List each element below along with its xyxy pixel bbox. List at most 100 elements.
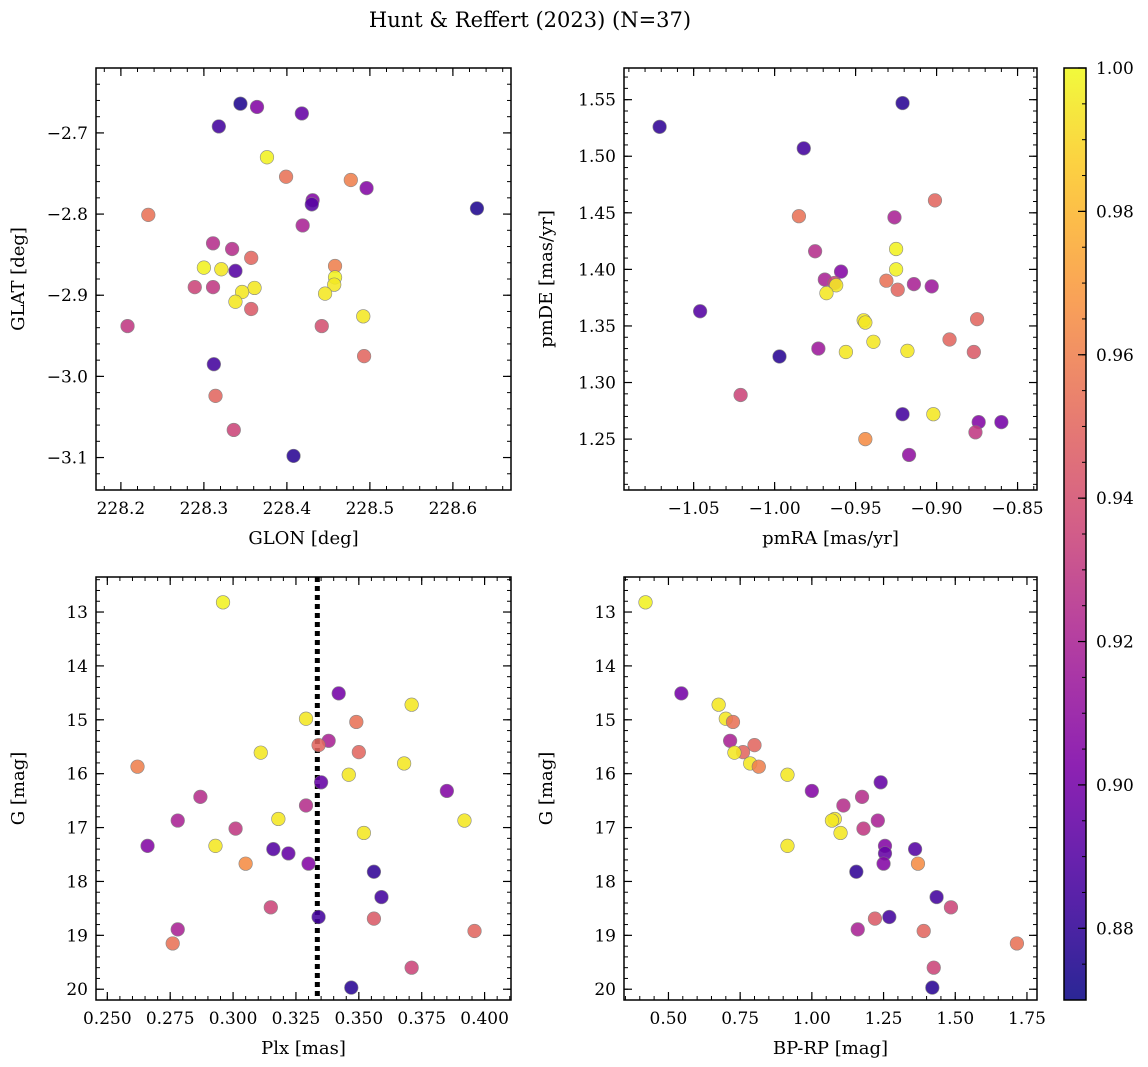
- scatter-point: [887, 210, 902, 225]
- scatter-point: [205, 280, 221, 295]
- scatter-point: [294, 106, 309, 121]
- scatter-point: [879, 273, 894, 288]
- scatter-point: [1009, 936, 1025, 951]
- colorbar-tick-label: 0.90: [1096, 776, 1134, 796]
- scatter-point: [304, 197, 319, 212]
- scatter-point: [225, 241, 240, 257]
- y-tick-label: 1.35: [578, 317, 616, 337]
- scatter-point: [780, 838, 795, 853]
- scatter-point: [366, 911, 382, 926]
- scatter-point: [314, 775, 329, 790]
- x-tick-label: −0.85: [992, 499, 1044, 519]
- scatter-point: [286, 448, 301, 464]
- scatter-point: [910, 856, 926, 871]
- scatter-point: [876, 856, 891, 871]
- scatter-point: [249, 99, 265, 115]
- scatter-point: [873, 775, 888, 790]
- scatter-point: [882, 909, 897, 925]
- scatter-point: [271, 811, 286, 827]
- scatter-point: [341, 767, 356, 782]
- axes-frame: [623, 67, 1038, 491]
- scatter-point: [926, 960, 941, 975]
- scatter-point: [349, 714, 364, 730]
- axes-frame: [95, 67, 512, 491]
- colorbar-tick-label: 1.00: [1096, 59, 1134, 79]
- scatter-point: [193, 789, 208, 804]
- scatter-point: [733, 387, 748, 403]
- scatter-point: [467, 923, 482, 939]
- scatter-point: [343, 172, 358, 188]
- scatter-point: [791, 209, 807, 224]
- y-tick-label: 13: [66, 603, 88, 623]
- y-tick-label: 19: [66, 926, 88, 946]
- scatter-point: [854, 789, 870, 804]
- y-tick-label: −2.9: [47, 286, 88, 306]
- scatter-point: [206, 357, 221, 372]
- scatter-point: [906, 276, 922, 292]
- y-tick-label: 18: [594, 872, 616, 892]
- scatter-point: [968, 425, 983, 440]
- scatter-point: [916, 923, 931, 939]
- scatter-point: [295, 218, 310, 233]
- x-tick-label: 1.75: [1008, 1009, 1046, 1029]
- scatter-point: [205, 236, 221, 251]
- scatter-point: [141, 207, 156, 222]
- scatter-point: [901, 447, 917, 463]
- scatter-point: [870, 813, 885, 828]
- x-axis-label: BP-RP [mag]: [773, 1038, 888, 1059]
- scatter-point: [374, 889, 389, 905]
- scatter-point: [469, 201, 485, 216]
- scatter-point: [888, 262, 904, 277]
- scatter-point: [829, 278, 844, 293]
- y-tick-label: 17: [66, 819, 88, 839]
- x-tick-label: 0.325: [272, 1009, 321, 1029]
- x-axis-label: GLON [deg]: [248, 528, 358, 549]
- scatter-point: [808, 244, 823, 259]
- scatter-point: [858, 315, 873, 330]
- y-tick-label: 14: [594, 657, 616, 677]
- scatter-point: [234, 284, 250, 300]
- x-tick-label: 228.2: [97, 499, 146, 519]
- scatter-point: [356, 309, 371, 324]
- x-tick-label: 0.350: [334, 1009, 383, 1029]
- scatter-point: [244, 301, 259, 317]
- colorbar-tick-label: 0.96: [1096, 346, 1134, 366]
- scatter-point: [404, 960, 419, 975]
- x-tick-label: −0.95: [830, 499, 882, 519]
- scatter-point: [327, 277, 342, 292]
- scatter-point: [170, 813, 185, 828]
- minor-ticks: [624, 577, 1037, 1001]
- scatter-point: [228, 294, 243, 309]
- y-tick-label: −3.1: [47, 449, 88, 469]
- scatter-panel-3: 0.250 0.275 0.300 0.325 0.350 0.375 0.400 13 14 1…: [8, 576, 512, 1059]
- y-tick-label: −3.0: [47, 367, 88, 387]
- x-tick-label: −0.90: [911, 499, 963, 519]
- scatter-point: [214, 262, 229, 277]
- scatter-point: [165, 936, 180, 951]
- scatter-point: [711, 697, 726, 712]
- scatter-point: [317, 286, 333, 301]
- scatter-point: [208, 388, 223, 403]
- x-tick-label: 0.375: [397, 1009, 446, 1029]
- scatter-point: [404, 697, 419, 712]
- y-tick-label: 18: [66, 872, 88, 892]
- scatter-point: [943, 900, 959, 915]
- scatter-point: [253, 745, 268, 760]
- x-tick-label: −1.05: [668, 499, 720, 519]
- scatter-point: [772, 349, 787, 364]
- scatter-point: [888, 241, 904, 257]
- scatter-point: [314, 318, 329, 334]
- x-tick-label: 0.50: [650, 1009, 688, 1029]
- colorbar: 0.88 0.90 0.92 0.94 0.96 0.98 1.00: [1063, 59, 1134, 1001]
- scatter-point: [228, 263, 243, 278]
- scatter-point: [311, 738, 326, 753]
- scatter-point: [780, 767, 795, 782]
- x-tick-label: 228.4: [263, 499, 312, 519]
- y-axis-label: G [mag]: [536, 752, 557, 825]
- scatter-point: [804, 783, 819, 799]
- x-tick-label: 1.50: [936, 1009, 974, 1029]
- scatter-point: [366, 864, 382, 879]
- scatter-point: [215, 595, 231, 610]
- scatter-point: [908, 842, 923, 857]
- y-tick-label: 20: [594, 980, 616, 1000]
